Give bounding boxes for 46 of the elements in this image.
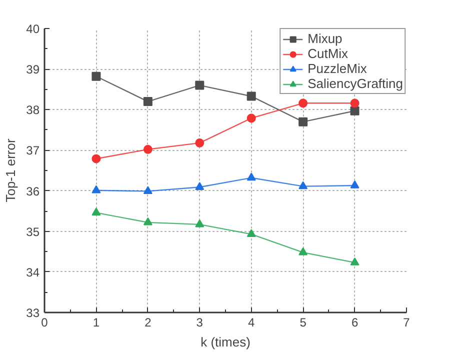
point <box>350 257 360 266</box>
point <box>92 72 101 81</box>
y-axis-title: Top-1 error <box>3 138 18 202</box>
point <box>195 182 204 190</box>
y-tick-label: 36 <box>26 184 40 198</box>
point <box>298 98 308 108</box>
point <box>246 172 256 181</box>
point <box>246 229 256 238</box>
y-tick-label: 35 <box>26 224 40 239</box>
point <box>92 154 101 164</box>
y-tick-label: 40 <box>26 22 40 36</box>
legend-label: PuzzleMix <box>308 61 367 76</box>
point <box>143 97 152 106</box>
point <box>195 138 204 148</box>
point <box>92 185 101 194</box>
legend-label: Mixup <box>308 31 342 46</box>
point <box>195 80 204 90</box>
y-tick-label: 33 <box>26 306 40 320</box>
y-tick-label: 39 <box>26 62 40 77</box>
x-tick-label: 3 <box>196 316 204 330</box>
y-tick-label: 34 <box>26 265 40 280</box>
point <box>143 144 152 154</box>
point <box>298 117 308 126</box>
y-tick-label: 38 <box>26 103 40 118</box>
x-tick-label: 2 <box>144 316 152 330</box>
x-tick-label: 7 <box>403 316 410 330</box>
point <box>143 217 152 226</box>
point <box>350 98 360 108</box>
point <box>143 186 152 194</box>
point <box>92 208 101 216</box>
point <box>246 92 256 101</box>
x-tick-label: 6 <box>351 316 358 330</box>
x-tick-label: 1 <box>92 316 100 330</box>
point <box>298 181 308 190</box>
x-tick-label: 4 <box>248 316 256 330</box>
legend-label: SaliencyGrafting <box>308 76 403 91</box>
point <box>246 114 256 123</box>
point <box>298 247 308 256</box>
point <box>350 180 360 188</box>
legend-label: CutMix <box>308 46 348 61</box>
x-tick-label: 5 <box>300 316 307 330</box>
x-tick-label: 0 <box>41 316 48 330</box>
x-axis-title: k (times) <box>200 334 250 350</box>
point <box>350 106 360 116</box>
y-tick-label: 37 <box>26 144 40 158</box>
point <box>195 219 204 228</box>
